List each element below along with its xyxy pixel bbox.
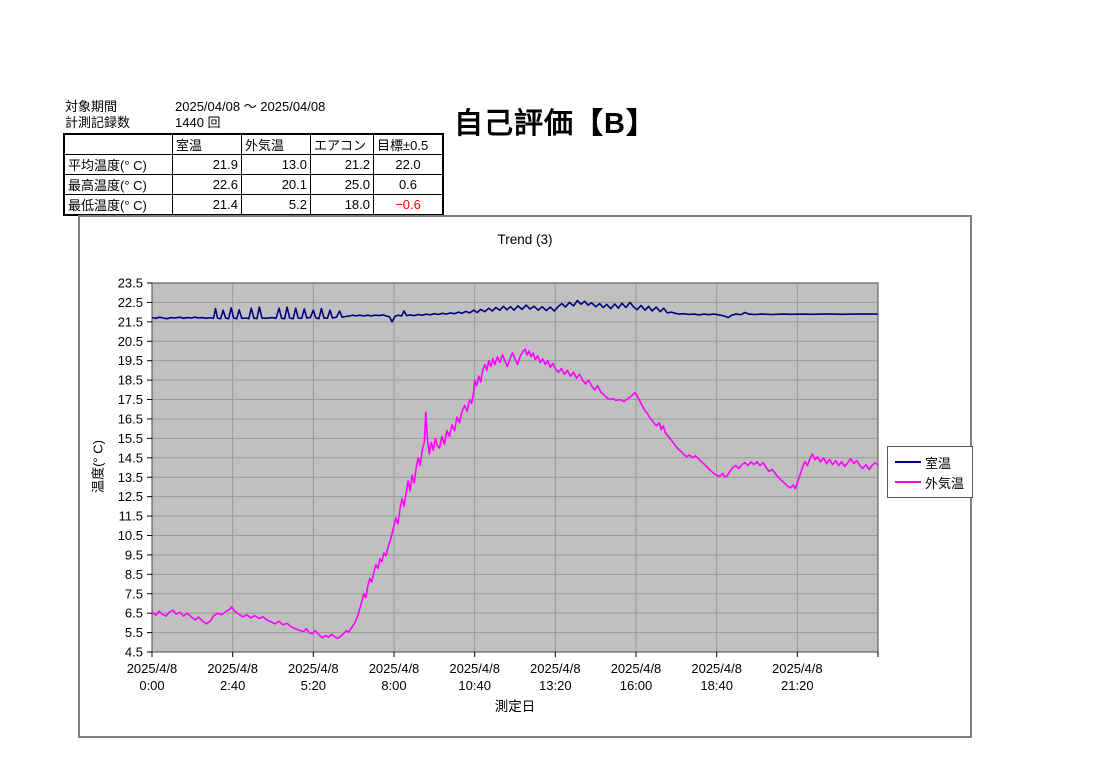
record-count-row: 計測記録数 1440 回 — [65, 115, 221, 131]
y-axis-tick-label: 17.5 — [118, 392, 143, 407]
series-line-outdoor-temp — [151, 348, 878, 640]
x-axis-tick-time: 10:40 — [458, 678, 491, 693]
x-axis-tick-date: 2025/4/8 — [449, 661, 500, 676]
y-axis-tick-label: 7.5 — [125, 586, 143, 601]
avg-aircon-temp: 21.2 — [310, 154, 374, 175]
x-axis-tick-time: 13:20 — [539, 678, 572, 693]
table-header-row: 室温 外気温 エアコン 目標±0.5 — [63, 133, 444, 155]
record-count-value: 1440 回 — [175, 115, 221, 130]
y-axis-tick-label: 14.5 — [118, 450, 143, 465]
table-row-average: 平均温度(° C) 21.9 13.0 21.2 22.0 — [63, 154, 444, 175]
row-label-average: 平均温度(° C) — [63, 154, 173, 175]
x-axis-tick-time: 2:40 — [220, 678, 245, 693]
legend-item-outdoor: 外気温 — [895, 472, 964, 492]
series-line-room-temp — [151, 299, 878, 323]
x-axis-tick-date: 2025/4/8 — [772, 661, 823, 676]
y-axis-tick-label: 5.5 — [125, 625, 143, 640]
y-axis-tick-label: 6.5 — [125, 606, 143, 621]
row-label-max: 最高温度(° C) — [63, 174, 173, 195]
x-axis-tick-date: 2025/4/8 — [207, 661, 258, 676]
x-axis-tick-time: 5:20 — [301, 678, 326, 693]
min-deviation: −0.6 — [373, 194, 444, 216]
x-axis-tick-date: 2025/4/8 — [288, 661, 339, 676]
y-axis-title: 温度(° C) — [90, 440, 106, 493]
x-axis-tick-date: 2025/4/8 — [127, 661, 178, 676]
self-evaluation-title: 自己評価【B】 — [454, 108, 656, 140]
y-axis-tick-label: 23.5 — [118, 276, 143, 291]
chart-title: Trend (3) — [497, 232, 553, 247]
max-outdoor-temp: 20.1 — [241, 174, 311, 195]
x-axis-tick-date: 2025/4/8 — [369, 661, 420, 676]
x-axis-tick-date: 2025/4/8 — [691, 661, 742, 676]
room-temp-line-swatch — [895, 461, 921, 463]
y-axis-tick-label: 18.5 — [118, 373, 143, 388]
y-axis-tick-label: 10.5 — [118, 528, 143, 543]
max-room-temp: 22.6 — [172, 174, 242, 195]
y-axis-tick-label: 16.5 — [118, 411, 143, 426]
measurement-period-row: 対象期間 2025/04/08 ～ 2025/04/08 — [65, 99, 325, 115]
legend-label-room: 室温 — [925, 455, 952, 471]
min-aircon-temp: 18.0 — [310, 194, 374, 216]
min-room-temp: 21.4 — [172, 194, 242, 216]
y-axis-tick-label: 22.5 — [118, 295, 143, 310]
y-axis-tick-label: 8.5 — [125, 567, 143, 582]
max-deviation: 0.6 — [373, 174, 444, 195]
chart-legend[interactable]: 室温 外気温 — [887, 446, 974, 498]
y-axis-tick-label: 15.5 — [118, 431, 143, 446]
x-axis-tick-time: 16:00 — [620, 678, 653, 693]
x-axis-tick-date: 2025/4/8 — [530, 661, 581, 676]
target-temp: 22.0 — [373, 154, 444, 175]
col-header-aircon: エアコン — [310, 133, 374, 155]
plot-area-background — [152, 283, 878, 652]
avg-room-temp: 21.9 — [172, 154, 242, 175]
col-header-target: 目標±0.5 — [373, 133, 444, 155]
min-outdoor-temp: 5.2 — [241, 194, 311, 216]
y-axis-tick-label: 20.5 — [118, 334, 143, 349]
legend-label-outdoor: 外気温 — [925, 475, 965, 491]
y-axis-tick-label: 11.5 — [119, 509, 143, 524]
y-axis-tick-label: 19.5 — [118, 353, 143, 368]
trend-chart[interactable]: 23.5 22.5 21.5 20.5 19.5 18.5 17.5 16.5 15.5 14.5… — [78, 215, 974, 738]
outdoor-temp-line-swatch — [895, 481, 921, 483]
x-axis-tick-time: 18:40 — [700, 678, 733, 693]
avg-outdoor-temp: 13.0 — [241, 154, 311, 175]
plot-area-border — [151, 282, 879, 653]
y-axis-tick-label: 4.5 — [125, 645, 143, 660]
y-axis-tick-label: 13.5 — [118, 470, 143, 485]
x-axis-tick-time: 21:20 — [781, 678, 814, 693]
x-axis-tick-date: 2025/4/8 — [611, 661, 662, 676]
temperature-summary-table: 室温 外気温 エアコン 目標±0.5 平均温度(° C) 21.9 13.0 2… — [63, 133, 444, 216]
col-header-outdoor: 外気温 — [241, 133, 311, 155]
period-label: 対象期間 — [65, 99, 118, 114]
record-count-label: 計測記録数 — [65, 115, 131, 130]
y-axis-tick-label: 21.5 — [118, 314, 143, 329]
row-label-min: 最低温度(° C) — [63, 194, 173, 216]
x-axis-title: 測定日 — [494, 699, 536, 714]
col-header-room: 室温 — [172, 133, 242, 155]
legend-item-room: 室温 — [895, 452, 964, 472]
y-axis-tick-label: 12.5 — [118, 489, 143, 504]
plot-canvas[interactable]: 23.5 22.5 21.5 20.5 19.5 18.5 17.5 16.5 15.5 14.5… — [80, 217, 970, 736]
max-aircon-temp: 25.0 — [310, 174, 374, 195]
corner-cell — [63, 133, 173, 155]
x-axis-tick-time: 0:00 — [139, 678, 164, 693]
period-value: 2025/04/08 ～ 2025/04/08 — [175, 99, 326, 114]
y-axis-tick-label: 9.5 — [125, 547, 143, 562]
table-row-max: 最高温度(° C) 22.6 20.1 25.0 0.6 — [63, 174, 444, 195]
x-axis-tick-time: 8:00 — [381, 678, 406, 693]
table-row-min: 最低温度(° C) 21.4 5.2 18.0 −0.6 — [63, 194, 444, 216]
